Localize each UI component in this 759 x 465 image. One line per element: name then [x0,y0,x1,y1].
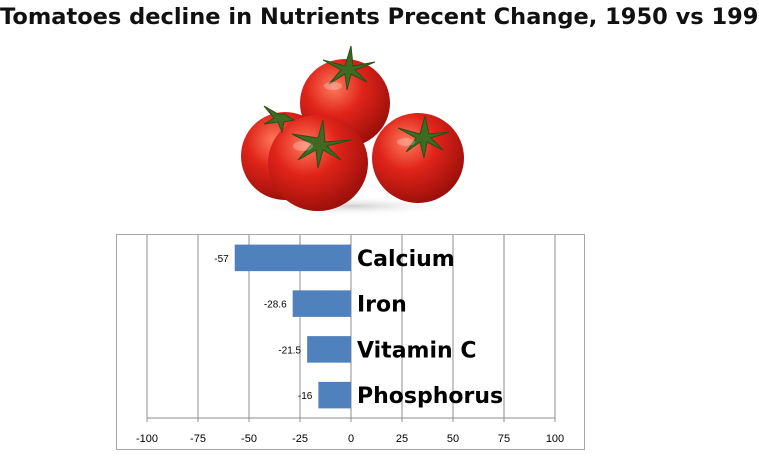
x-tick-label-7: 75 [498,433,510,445]
category-label-iron: Iron [357,293,407,318]
bar-phosphorus [318,381,351,409]
x-tick-label-8: 100 [546,433,564,445]
category-label-phosphorus: Phosphorus [357,384,503,409]
data-label-iron: -28.6 [264,300,287,311]
bar-iron [292,290,351,317]
data-label-phosphorus: -16 [298,391,313,402]
page-title: Tomatoes decline in Nutrients Precent Ch… [0,4,759,30]
x-tick-label-4: 0 [348,433,354,445]
x-tick-label-3: -25 [292,433,308,445]
bar-vitamin-c [307,336,351,363]
category-label-calcium: Calcium [357,247,455,272]
tomatoes-photo-icon [241,45,464,216]
data-label-calcium: -57 [214,254,229,265]
bar-chart: -57 Calcium -28.6 Iron -21.5 Vitamin C -16 Phos… [136,235,564,445]
x-tick-label-2: -50 [241,433,257,445]
x-tick-label-5: 25 [396,433,408,445]
data-label-vitamin-c: -21.5 [278,345,301,356]
x-tick-label-6: 50 [447,433,459,445]
bar-calcium [234,244,351,272]
x-tick-label-1: -75 [190,433,206,445]
chart-area: -57 Calcium -28.6 Iron -21.5 Vitamin C -16 Phos… [116,234,585,450]
category-label-vitamin-c: Vitamin C [357,338,476,363]
x-tick-label-0: -100 [136,433,158,445]
